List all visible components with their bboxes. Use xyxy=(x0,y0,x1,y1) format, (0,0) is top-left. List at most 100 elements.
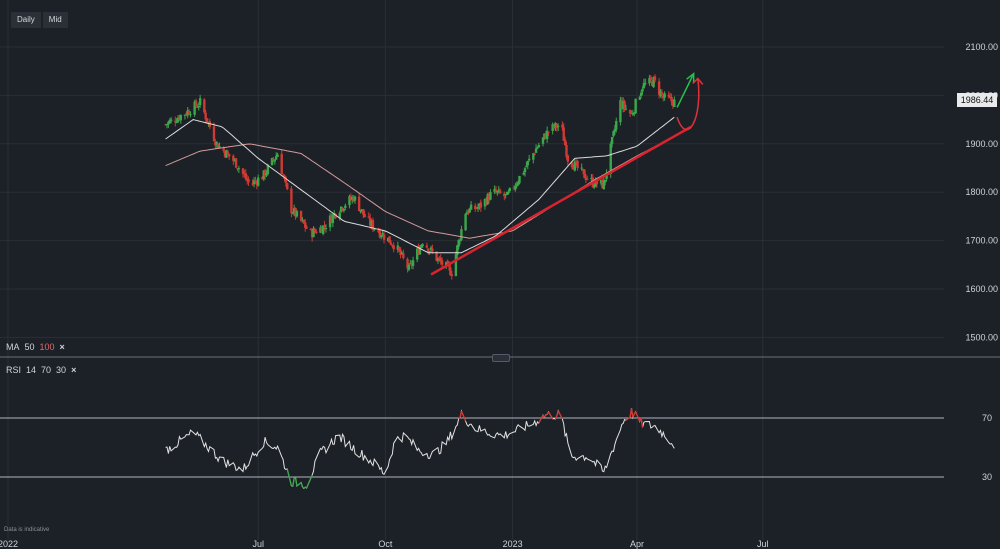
rsi-line xyxy=(165,408,675,490)
candle-body xyxy=(429,247,433,250)
candle-body xyxy=(533,153,536,155)
candle-body xyxy=(496,191,499,193)
candle-body xyxy=(263,169,267,177)
candle-body xyxy=(479,202,482,208)
candle-body xyxy=(319,227,322,233)
candle-body xyxy=(526,160,529,166)
candle-body xyxy=(547,131,550,133)
candle-body xyxy=(294,207,297,217)
candle-body xyxy=(435,251,438,261)
candle-body xyxy=(601,179,604,189)
time-tick-label: Jul xyxy=(757,539,769,549)
interval-button[interactable]: Daily xyxy=(11,12,41,28)
candle-body xyxy=(555,124,559,128)
candle-body xyxy=(551,124,554,132)
candle-body xyxy=(630,112,633,114)
candle-body xyxy=(457,240,460,247)
ma100-line xyxy=(165,136,675,239)
rsi-overbought-segment xyxy=(630,408,634,418)
candle-body xyxy=(194,100,198,107)
candle-body xyxy=(561,124,564,128)
candle-body xyxy=(205,118,209,123)
candle-body xyxy=(334,213,337,218)
candle-body xyxy=(400,252,404,254)
candle-body xyxy=(653,76,657,81)
candle-body xyxy=(349,196,353,200)
rsi-overbought-segment xyxy=(547,411,554,420)
candle-body xyxy=(474,205,477,210)
candle-body xyxy=(621,101,625,109)
candle-body xyxy=(348,196,351,206)
candle-body xyxy=(489,192,492,200)
candle-body xyxy=(590,178,593,180)
candle-body xyxy=(399,249,402,256)
candle-body xyxy=(493,188,496,193)
bullish-arrow-head xyxy=(686,72,695,83)
candle-body xyxy=(167,121,170,125)
candle-body xyxy=(207,122,210,124)
candle-body xyxy=(169,119,173,122)
candle-body xyxy=(612,131,615,137)
candle-body xyxy=(309,229,312,231)
candle-body xyxy=(458,239,462,241)
candle-body xyxy=(566,155,570,162)
candle-body xyxy=(586,178,589,180)
candle-body xyxy=(609,143,612,174)
candle-body xyxy=(344,205,347,208)
candle-body xyxy=(187,111,191,115)
ma-indicator-name: MA xyxy=(6,342,20,352)
candle-body xyxy=(411,260,415,267)
candle-body xyxy=(186,110,189,116)
candle-body xyxy=(214,141,217,146)
candle-body xyxy=(668,96,672,98)
candle-body xyxy=(299,210,303,221)
candle-body xyxy=(241,168,245,174)
candle-body xyxy=(331,214,335,224)
candle-body xyxy=(321,225,325,235)
candle-body xyxy=(431,248,434,252)
candle-body xyxy=(262,170,265,180)
rsi-oversold-segment xyxy=(300,482,304,488)
candle-body xyxy=(251,183,254,185)
pullback-arrow-head xyxy=(692,77,704,85)
candle-body xyxy=(671,100,675,107)
rsi-remove-icon[interactable]: × xyxy=(71,365,77,375)
candle-body xyxy=(222,147,225,151)
candle-body xyxy=(388,236,391,243)
candle-body xyxy=(446,260,449,264)
rsi-oversold-segment xyxy=(286,468,293,486)
candle-body xyxy=(284,177,288,183)
ma-period-50: 50 xyxy=(24,342,35,352)
candle-body xyxy=(226,151,230,154)
candle-body xyxy=(667,94,670,97)
candle-body xyxy=(310,229,314,238)
ma-indicator-legend[interactable]: MA 50 100 × xyxy=(6,342,65,352)
rsi-indicator-legend[interactable]: RSI 14 70 30 × xyxy=(6,365,76,375)
candle-body xyxy=(599,180,603,184)
candle-body xyxy=(532,153,535,160)
candle-body xyxy=(651,81,654,86)
candle-body xyxy=(418,246,422,255)
time-tick-label: 2022 xyxy=(0,539,18,549)
candle-body xyxy=(467,210,470,214)
ma-remove-icon[interactable]: × xyxy=(59,342,65,352)
candle-body xyxy=(247,179,250,183)
candle-body xyxy=(469,204,473,210)
candle-body xyxy=(512,187,516,189)
rsi-overbought-segment xyxy=(635,411,641,422)
price-type-button[interactable]: Mid xyxy=(42,12,68,28)
candle-body xyxy=(522,172,525,175)
price-tick-label: 1900.00 xyxy=(965,139,998,149)
candle-body xyxy=(203,99,206,113)
candle-body xyxy=(454,254,458,277)
pane-resize-handle[interactable] xyxy=(492,354,510,362)
candle-body xyxy=(670,96,673,102)
candle-body xyxy=(363,214,366,218)
candle-body xyxy=(193,101,196,115)
rsi-oversold-segment xyxy=(294,477,298,487)
candle-body xyxy=(276,154,279,157)
candle-body xyxy=(514,186,517,190)
candle-body xyxy=(450,274,453,277)
candle-body xyxy=(460,229,463,240)
